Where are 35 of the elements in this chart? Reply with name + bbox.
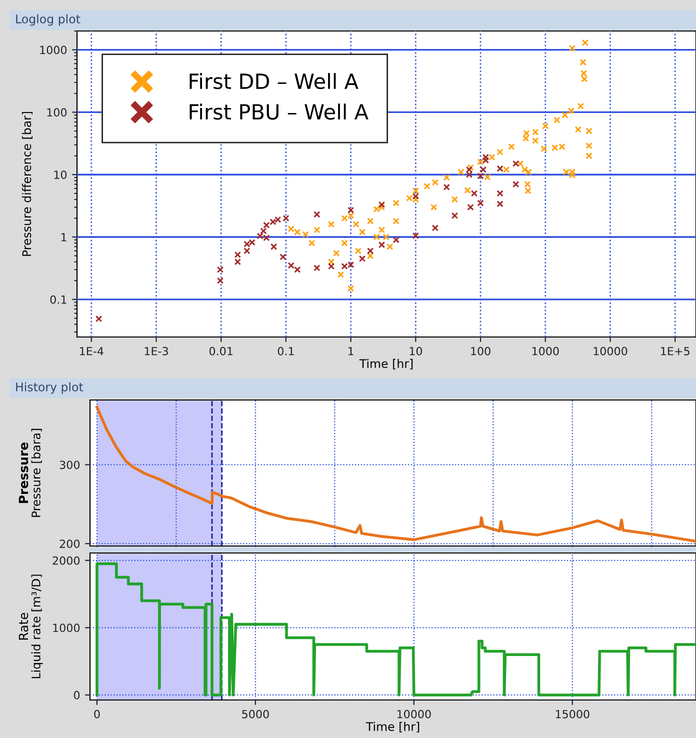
- chart-title: History plot: [16, 382, 84, 394]
- x-tick-label: 15000: [556, 710, 590, 718]
- x-tick-label: 10000: [594, 346, 628, 356]
- y-tick-label: 200: [60, 540, 80, 548]
- x-tick-label: 5000: [242, 710, 269, 718]
- y-tick-label: 1: [61, 233, 66, 242]
- y-tick-label: 100: [47, 108, 67, 117]
- legend-label: First PBU – Well A: [190, 104, 368, 120]
- x-tick-label: 0.1: [278, 346, 294, 356]
- x-tick-label: 1000: [532, 346, 559, 356]
- x-tick-label: 1E+5: [661, 347, 690, 356]
- y-tick-label: 1000: [40, 46, 67, 54]
- chart-title: Loglog plot: [16, 14, 80, 26]
- x-axis-title: Time [hr]: [359, 358, 413, 370]
- x-tick-label: 10: [410, 346, 422, 356]
- text: Pressure: [18, 442, 28, 503]
- x-axis-title: Time [hr]: [366, 722, 420, 732]
- text: Rate: [18, 612, 28, 640]
- legend-label: First DD – Well A: [190, 73, 358, 90]
- y-axis-title: Liquid rate [m³/D]: [31, 574, 43, 678]
- y-tick-label: 2000: [52, 556, 80, 565]
- y-axis-title: Pressure difference [bar]: [22, 112, 33, 256]
- x-tick-label: 1: [348, 347, 354, 356]
- x-tick-label: 1E-4: [80, 347, 104, 356]
- x-tick-label: 100: [471, 346, 490, 356]
- x-tick-label: 10000: [397, 710, 431, 718]
- y-tick-label: 10: [54, 170, 67, 179]
- y-tick-label: 0: [74, 690, 80, 700]
- y-tick-label: 1000: [53, 624, 80, 632]
- x-tick-label: 0: [94, 710, 100, 718]
- x-tick-label: 0.01: [209, 346, 232, 356]
- y-tick-label: 0.1: [50, 295, 66, 304]
- y-tick-label: 300: [60, 460, 80, 470]
- y-axis-title: Pressure [bara]: [31, 428, 42, 517]
- x-tick-label: 1E-3: [144, 346, 168, 356]
